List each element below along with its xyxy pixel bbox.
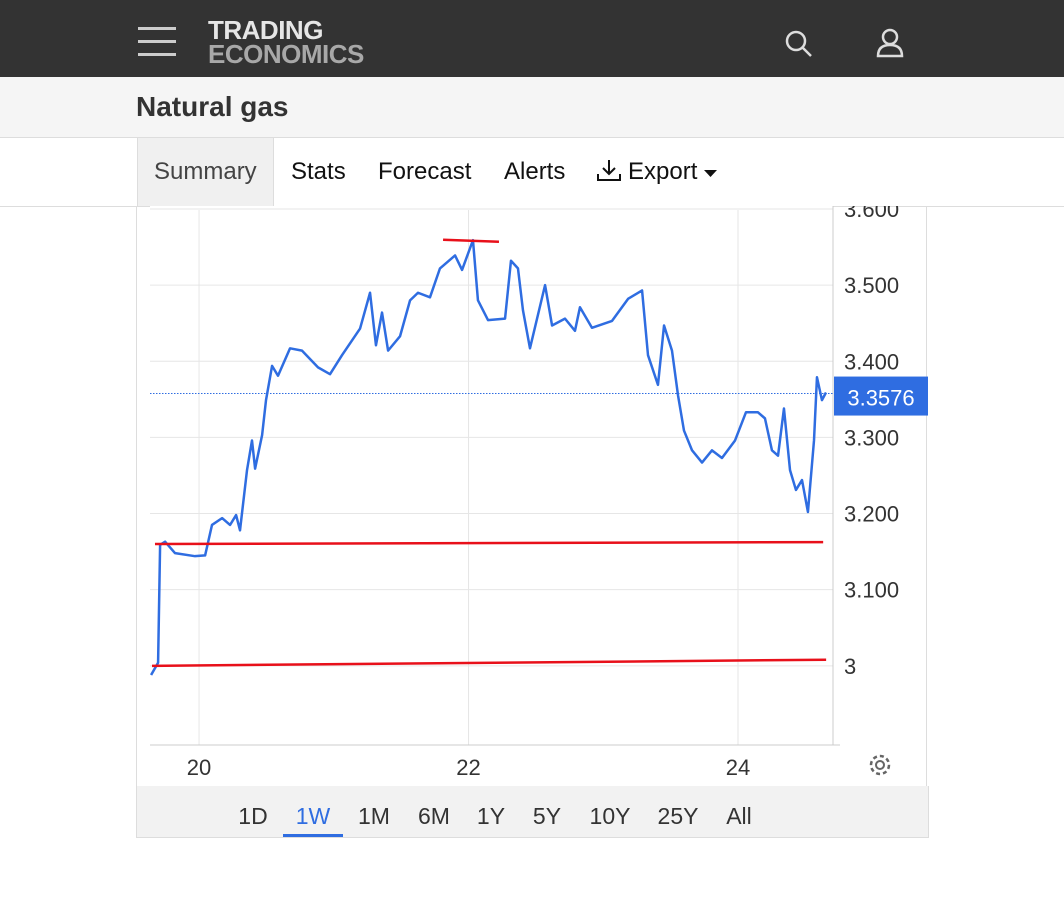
range-button[interactable]: 5Y bbox=[532, 803, 562, 829]
range-button[interactable]: 1Y bbox=[476, 803, 506, 829]
download-icon bbox=[597, 160, 621, 181]
trend-line bbox=[154, 540, 824, 546]
plot-bg bbox=[150, 206, 833, 745]
trend-line bbox=[152, 658, 827, 668]
tabs: Summary Stats Forecast Alerts Export bbox=[0, 138, 1064, 207]
y-tick-label: 3.400 bbox=[844, 349, 899, 374]
caret bbox=[704, 169, 718, 177]
last-value-box bbox=[834, 376, 928, 416]
top-bar: TRADING ECONOMICS bbox=[0, 0, 1064, 77]
page-title: Natural gas bbox=[136, 91, 289, 122]
y-tick-label: 3.100 bbox=[844, 578, 899, 603]
range-button[interactable]: 25Y bbox=[657, 803, 699, 829]
y-tick-label: 3.600 bbox=[844, 206, 899, 222]
search-icon[interactable] bbox=[784, 29, 816, 61]
tab[interactable]: Export bbox=[597, 138, 719, 206]
price-line bbox=[149, 238, 828, 676]
range-button[interactable]: All bbox=[726, 803, 752, 829]
range-button[interactable]: 6M bbox=[418, 803, 450, 829]
tab[interactable]: Alerts bbox=[504, 158, 566, 185]
range-button[interactable]: 1W bbox=[283, 786, 343, 837]
gear bbox=[869, 754, 891, 776]
range-button[interactable]: 1D bbox=[238, 803, 268, 829]
tab[interactable]: Summary bbox=[137, 138, 274, 206]
range-bar: 1D 1W 1M 6M 1Y 5Y 10Y 25Y All bbox=[136, 786, 929, 838]
x-tick-label: 22 bbox=[456, 755, 480, 780]
user-icon[interactable] bbox=[876, 28, 906, 60]
range-button[interactable]: 1M bbox=[358, 803, 390, 829]
logo-top: TRADING bbox=[208, 15, 323, 45]
y-tick-label: 3.200 bbox=[844, 502, 899, 527]
trend-line bbox=[443, 238, 500, 243]
menu-icon[interactable] bbox=[138, 26, 178, 58]
x-tick-label: 24 bbox=[726, 755, 750, 780]
tab[interactable]: Forecast bbox=[378, 158, 472, 185]
logo-bottom: ECONOMICS bbox=[208, 39, 364, 69]
chart-box bbox=[136, 206, 927, 786]
last-value-label: 3.3576 bbox=[847, 386, 914, 411]
x-tick-label: 20 bbox=[187, 755, 211, 780]
y-tick-label: 3 bbox=[844, 654, 856, 679]
y-tick-label: 3.500 bbox=[844, 273, 899, 298]
y-tick-label: 3.300 bbox=[844, 425, 899, 450]
title-bar: Natural gas bbox=[0, 77, 1064, 138]
range-button[interactable]: 10Y bbox=[589, 803, 631, 829]
chart: 3 3.100 3.200 3.300 3.400 3.500 3.600 20 22 24 3.3… bbox=[149, 206, 928, 780]
settings-icon[interactable] bbox=[869, 754, 891, 776]
gear-hole bbox=[875, 760, 885, 770]
logo[interactable]: TRADING ECONOMICS bbox=[208, 15, 364, 69]
tab[interactable]: Stats bbox=[291, 158, 346, 185]
